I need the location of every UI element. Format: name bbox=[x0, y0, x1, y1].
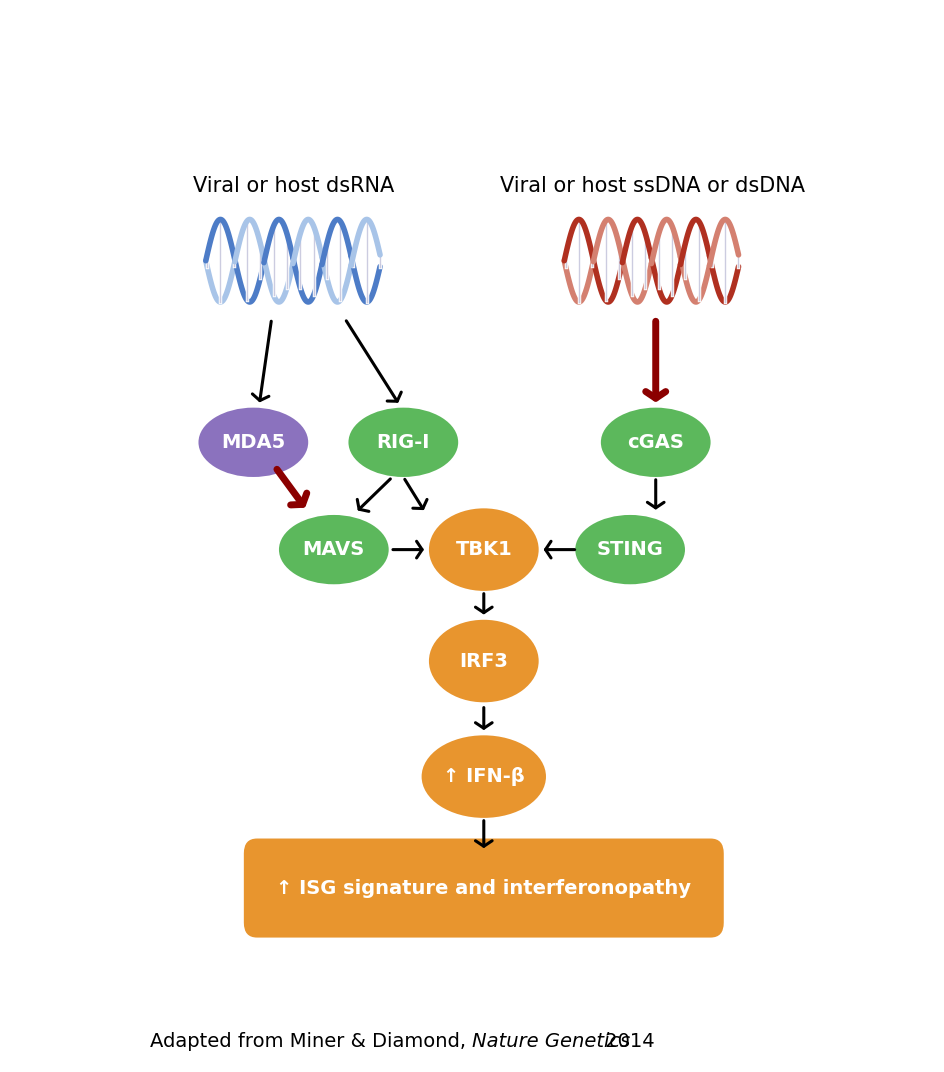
Text: Viral or host dsRNA: Viral or host dsRNA bbox=[193, 177, 395, 196]
Text: STING: STING bbox=[597, 540, 664, 560]
Text: IRF3: IRF3 bbox=[460, 652, 508, 671]
FancyArrowPatch shape bbox=[252, 322, 271, 401]
Text: ↑ ISG signature and interferonopathy: ↑ ISG signature and interferonopathy bbox=[277, 879, 691, 897]
FancyArrowPatch shape bbox=[476, 708, 492, 728]
FancyBboxPatch shape bbox=[244, 838, 724, 938]
Ellipse shape bbox=[600, 407, 711, 477]
Text: Nature Genetics: Nature Genetics bbox=[472, 1032, 631, 1052]
FancyArrowPatch shape bbox=[393, 541, 422, 557]
FancyArrowPatch shape bbox=[476, 821, 492, 846]
Ellipse shape bbox=[198, 407, 308, 477]
Ellipse shape bbox=[348, 407, 458, 477]
Text: MDA5: MDA5 bbox=[221, 433, 285, 451]
FancyArrowPatch shape bbox=[476, 594, 492, 613]
Text: Viral or host ssDNA or dsDNA: Viral or host ssDNA or dsDNA bbox=[499, 177, 804, 196]
FancyArrowPatch shape bbox=[648, 480, 664, 508]
Ellipse shape bbox=[279, 515, 389, 584]
Ellipse shape bbox=[422, 735, 546, 818]
Text: 2014: 2014 bbox=[599, 1032, 655, 1052]
FancyArrowPatch shape bbox=[346, 321, 401, 401]
Ellipse shape bbox=[575, 515, 685, 584]
Text: RIG-I: RIG-I bbox=[377, 433, 430, 451]
FancyArrowPatch shape bbox=[405, 479, 427, 508]
Text: TBK1: TBK1 bbox=[455, 540, 513, 560]
Text: MAVS: MAVS bbox=[303, 540, 365, 560]
Ellipse shape bbox=[429, 508, 539, 591]
Text: cGAS: cGAS bbox=[628, 433, 684, 451]
Ellipse shape bbox=[429, 620, 539, 702]
FancyArrowPatch shape bbox=[546, 541, 575, 557]
FancyArrowPatch shape bbox=[277, 470, 307, 505]
Text: ↑ IFN-β: ↑ IFN-β bbox=[443, 768, 525, 786]
Text: Adapted from Miner & Diamond,: Adapted from Miner & Diamond, bbox=[150, 1032, 472, 1052]
FancyArrowPatch shape bbox=[646, 322, 666, 398]
FancyArrowPatch shape bbox=[357, 479, 391, 511]
